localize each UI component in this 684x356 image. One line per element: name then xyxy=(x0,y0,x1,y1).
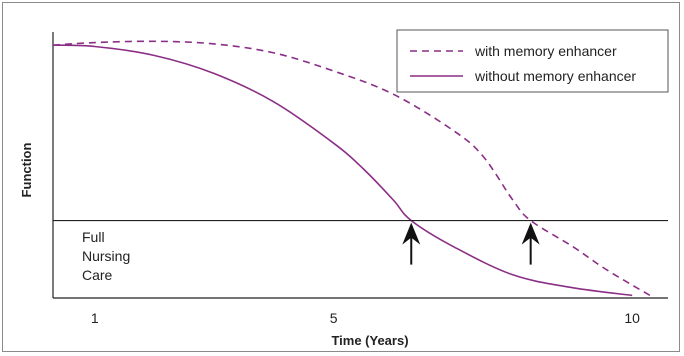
legend: with memory enhancer without memory enhan… xyxy=(396,29,669,93)
threshold-label-line: Nursing xyxy=(82,248,130,264)
chart-axes: 1 5 10 xyxy=(52,32,668,326)
x-tick-label: 10 xyxy=(624,310,640,326)
crossing-arrow-head xyxy=(521,222,540,245)
series-line xyxy=(52,40,651,297)
legend-box xyxy=(396,29,669,93)
x-axis-label: Time (Years) xyxy=(331,333,408,348)
annotations-layer: Full Nursing Care xyxy=(53,220,668,283)
legend-label: with memory enhancer xyxy=(474,43,617,59)
x-tick-label: 5 xyxy=(330,310,338,326)
y-axis-label: Function xyxy=(19,143,34,198)
threshold-label-line: Full xyxy=(82,229,105,245)
x-tick-label: 1 xyxy=(91,310,99,326)
series-layer xyxy=(52,40,651,297)
threshold-label-line: Care xyxy=(82,267,113,283)
series-line xyxy=(52,44,633,297)
legend-label: without memory enhancer xyxy=(474,68,636,84)
crossing-arrow-head xyxy=(402,222,421,245)
